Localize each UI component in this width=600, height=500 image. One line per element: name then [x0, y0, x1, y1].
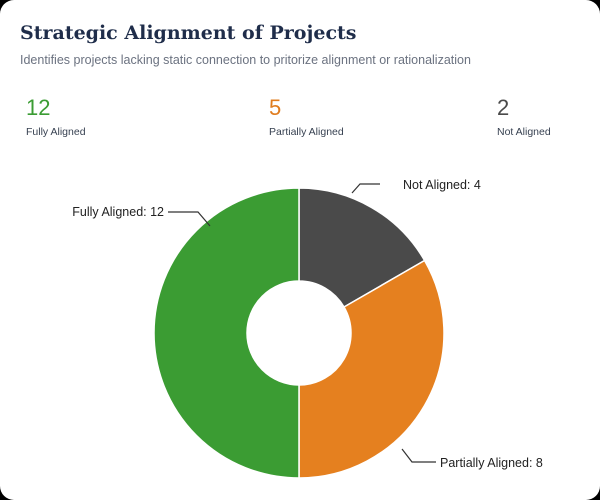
stat-label: Fully Aligned — [26, 126, 86, 138]
card-subtitle: Identifies projects lacking static conne… — [20, 53, 471, 67]
stat-value: 5 — [269, 95, 282, 120]
callout-line — [401, 448, 436, 463]
donut-slice-partially-aligned[interactable] — [298, 259, 445, 479]
data-label: Fully Aligned: 12 — [72, 205, 164, 219]
stat-value: 12 — [26, 95, 51, 120]
stat-not-aligned: 2 Not Aligned — [497, 94, 551, 138]
callout-line — [351, 183, 380, 194]
data-label: Partially Aligned: 8 — [440, 456, 543, 470]
stat-partially-aligned: 5 Partially Aligned — [269, 94, 344, 138]
stat-label: Partially Aligned — [269, 126, 344, 138]
donut-slice-not-aligned[interactable] — [298, 187, 426, 309]
stat-fully-aligned: 12 Fully Aligned — [26, 94, 86, 138]
stat-value: 2 — [497, 95, 510, 120]
donut-slice-fully-aligned[interactable] — [153, 187, 300, 479]
data-label: Not Aligned: 4 — [403, 178, 481, 192]
callout-line — [168, 211, 211, 227]
card-title: Strategic Alignment of Projects — [20, 22, 357, 44]
stat-label: Not Aligned — [497, 126, 551, 138]
